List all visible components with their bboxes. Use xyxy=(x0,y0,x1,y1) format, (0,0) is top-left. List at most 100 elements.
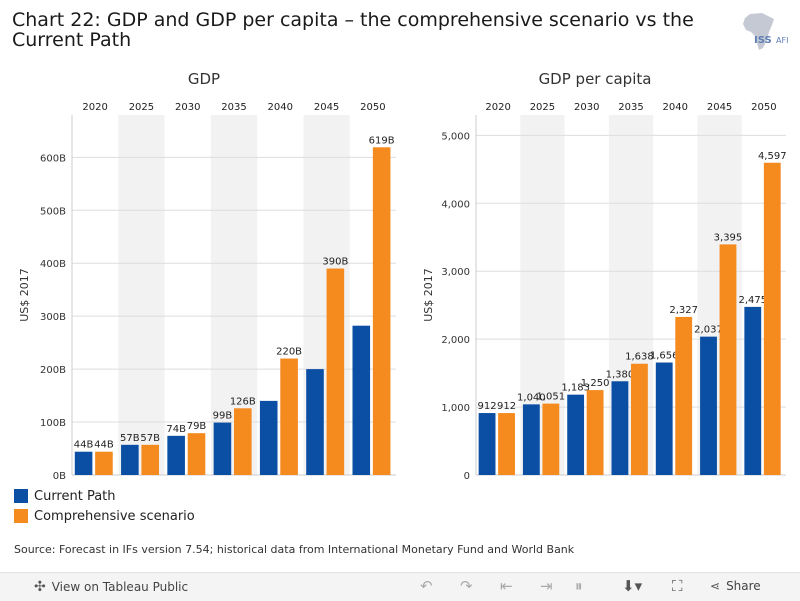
fullscreen-icon[interactable]: ⛶ xyxy=(672,577,683,595)
bar-comprehensive[interactable] xyxy=(326,268,345,475)
y-tick-label: 600B xyxy=(40,153,66,164)
iss-afi-logo: ISS AFI xyxy=(743,13,788,50)
logo-subtext: AFI xyxy=(776,36,788,45)
y-tick-label: 3,000 xyxy=(441,267,470,278)
legend-item-current[interactable]: Current Path xyxy=(14,486,195,506)
bar-comprehensive[interactable] xyxy=(141,444,160,475)
y-axis-title: US$ 2017 xyxy=(422,268,435,322)
legend-swatch-current xyxy=(14,489,28,503)
tableau-icon: ✣ xyxy=(34,579,46,595)
y-tick-label: 400B xyxy=(40,259,66,270)
bar-current-path[interactable] xyxy=(74,451,93,475)
category-label: 2035 xyxy=(221,102,246,113)
y-tick-label: 1,000 xyxy=(441,403,470,414)
view-on-tableau-link[interactable]: ✣ View on Tableau Public xyxy=(34,579,188,595)
data-label: 126B xyxy=(230,396,256,407)
share-label: Share xyxy=(726,579,761,593)
data-label: 44B xyxy=(94,440,114,451)
bar-comprehensive[interactable] xyxy=(763,162,781,475)
legend-swatch-comprehensive xyxy=(14,509,28,523)
share-button[interactable]: ⋖ Share xyxy=(710,579,761,593)
y-tick-label: 200B xyxy=(40,365,66,376)
data-label: 57B xyxy=(140,433,160,444)
bar-comprehensive[interactable] xyxy=(187,433,206,475)
bar-comprehensive[interactable] xyxy=(586,390,604,475)
gdp-chart: 0B 100B 200B 300B 400B 500B 600B 2020 2025 2030 20… xyxy=(18,102,396,482)
bar-current-path[interactable] xyxy=(744,306,762,475)
source-note: Source: Forecast in IFs version 7.54; hi… xyxy=(14,543,575,556)
bar-current-path[interactable] xyxy=(611,381,629,475)
category-label: 2045 xyxy=(707,102,732,113)
data-label: 57B xyxy=(120,433,140,444)
data-label: 1,040 xyxy=(517,392,546,403)
data-label: 1,638 xyxy=(625,352,654,363)
data-label: 220B xyxy=(276,347,302,358)
refresh-icon[interactable]: ⇥ xyxy=(540,577,553,595)
view-on-tableau-label: View on Tableau Public xyxy=(51,580,189,594)
data-label: 912 xyxy=(478,401,497,412)
category-label: 2020 xyxy=(485,102,510,113)
bar-comprehensive[interactable] xyxy=(631,363,648,475)
category-label: 2020 xyxy=(82,102,107,113)
category-label: 2030 xyxy=(175,102,200,113)
africa-map-icon xyxy=(743,13,774,50)
pause-icon[interactable]: ⏸ xyxy=(575,577,583,595)
data-label: 619B xyxy=(369,135,395,146)
y-tick-label: 500B xyxy=(40,206,66,217)
data-label: 2,475 xyxy=(738,295,767,306)
category-label: 2040 xyxy=(663,102,688,113)
y-tick-label: 0B xyxy=(53,471,66,482)
bar-current-path[interactable] xyxy=(700,336,717,475)
y-tick-label: 300B xyxy=(40,312,66,323)
y-tick-label: 0 xyxy=(464,471,470,482)
bar-comprehensive[interactable] xyxy=(95,451,113,475)
bar-current-path[interactable] xyxy=(121,444,139,475)
data-label: 912 xyxy=(497,401,516,412)
undo-icon[interactable]: ↶ xyxy=(420,577,433,595)
bar-current-path[interactable] xyxy=(567,394,585,475)
bar-comprehensive[interactable] xyxy=(542,403,560,475)
category-label: 2040 xyxy=(268,102,293,113)
bar-current-path[interactable] xyxy=(522,404,540,475)
gdp-per-capita-chart: 0 1,000 2,000 3,000 4,000 5,000 2020 2025 2030 20… xyxy=(422,102,787,482)
bar-comprehensive[interactable] xyxy=(498,413,515,475)
data-label: 1,656 xyxy=(650,351,679,362)
bar-comprehensive[interactable] xyxy=(675,316,693,475)
revert-icon[interactable]: ⇤ xyxy=(500,577,513,595)
bar-current-path[interactable] xyxy=(259,400,278,475)
bar-current-path[interactable] xyxy=(655,362,673,475)
redo-icon[interactable]: ↷ xyxy=(460,577,473,595)
bar-current-path[interactable] xyxy=(352,325,371,475)
data-label: 4,597 xyxy=(758,151,787,162)
column-band xyxy=(118,115,165,475)
download-icon[interactable]: ⬇▾ xyxy=(622,577,643,595)
logo-text: ISS xyxy=(754,35,772,46)
data-label: 79B xyxy=(187,421,207,432)
y-axis-title: US$ 2017 xyxy=(18,268,31,322)
gdp-per-capita-panel-title: GDP per capita xyxy=(538,70,652,88)
y-tick-label: 100B xyxy=(40,418,66,429)
data-label: 99B xyxy=(213,411,233,422)
category-label: 2050 xyxy=(360,102,385,113)
category-label: 2035 xyxy=(618,102,643,113)
y-tick-label: 5,000 xyxy=(441,131,470,142)
data-label: 2,037 xyxy=(694,325,723,336)
data-label: 44B xyxy=(74,440,94,451)
data-label: 74B xyxy=(166,424,186,435)
data-label: 390B xyxy=(322,257,348,268)
bar-current-path[interactable] xyxy=(213,422,232,475)
legend-item-comprehensive[interactable]: Comprehensive scenario xyxy=(14,506,195,526)
category-label: 2050 xyxy=(751,102,776,113)
bar-comprehensive[interactable] xyxy=(234,408,252,475)
bar-comprehensive[interactable] xyxy=(719,244,737,475)
gdp-panel-title: GDP xyxy=(187,70,221,88)
data-label: 1,250 xyxy=(581,378,610,389)
bar-current-path[interactable] xyxy=(167,435,185,475)
bar-current-path[interactable] xyxy=(306,369,324,475)
category-label: 2045 xyxy=(314,102,339,113)
bar-comprehensive[interactable] xyxy=(372,147,391,475)
bar-comprehensive[interactable] xyxy=(280,358,298,475)
legend: Current Path Comprehensive scenario xyxy=(14,486,195,526)
bar-current-path[interactable] xyxy=(478,413,496,475)
y-tick-label: 2,000 xyxy=(441,335,470,346)
